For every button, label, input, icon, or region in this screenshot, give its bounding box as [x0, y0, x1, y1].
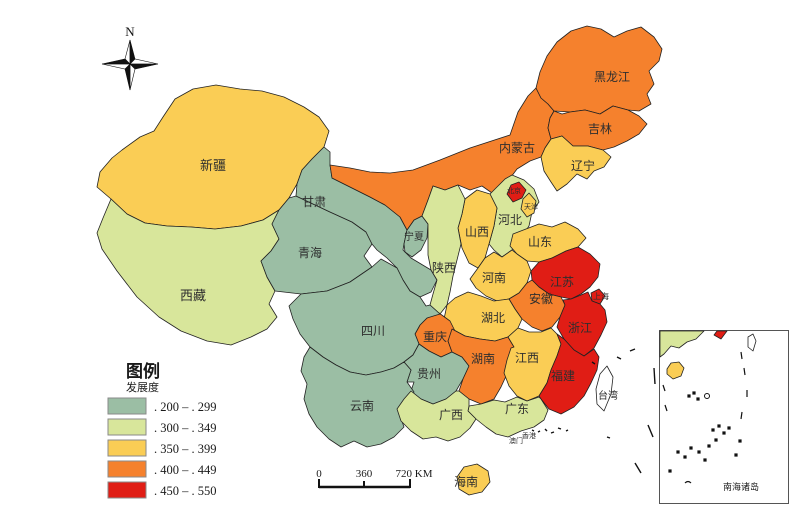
province-liaoning	[540, 135, 612, 192]
province-label-heilongjiang: 黑龙江	[594, 70, 630, 84]
province-shaanxi	[421, 184, 466, 315]
province-label-yunnan: 云南	[350, 398, 374, 413]
inset-fujian-tip	[713, 330, 728, 340]
inset-south-china-sea: 南海诸岛	[659, 330, 789, 504]
province-label-xinjiang: 新疆	[200, 158, 226, 173]
scale-label-720: 720 KM	[396, 468, 433, 480]
compass-arm-w-bottom	[101, 63, 131, 70]
province-label-taiwan: 台湾	[598, 389, 618, 402]
inset-label: 南海诸岛	[723, 481, 759, 492]
province-neimenggu	[329, 87, 555, 231]
province-label-shandong: 山东	[528, 235, 552, 249]
province-label-hongkong: 香港	[522, 431, 536, 440]
province-guangdong	[467, 396, 549, 438]
inset-island-dots	[662, 351, 748, 484]
province-label-guangxi: 广西	[439, 408, 463, 422]
province-label-liaoning: 辽宁	[571, 158, 595, 173]
inset-border	[659, 330, 789, 504]
province-label-hebei: 河北	[498, 213, 522, 227]
province-henan	[469, 249, 532, 302]
inset-coast-guangdong-guangxi	[659, 330, 705, 358]
province-label-sichuan: 四川	[361, 324, 385, 338]
compass-arm-s-right	[129, 63, 136, 91]
compass-rose: N	[101, 24, 159, 91]
province-label-qinghai: 青海	[298, 245, 322, 260]
legend-range-1: . 200 – . 299	[154, 400, 217, 414]
province-label-fujian: 福建	[551, 368, 575, 383]
province-label-jiangsu: 江苏	[550, 275, 574, 289]
island-marks	[531, 348, 656, 474]
province-label-shanghai: 上海	[593, 291, 609, 301]
province-beijing	[506, 181, 527, 203]
legend-range-3: . 350 – . 399	[154, 442, 217, 456]
province-label-hubei: 湖北	[481, 310, 505, 325]
province-label-gansu: 甘肃	[302, 195, 326, 209]
province-label-henan: 河南	[482, 270, 506, 285]
legend-subtitle: 发展度	[126, 380, 159, 394]
province-yunnan	[300, 346, 415, 448]
legend-swatch-5	[107, 481, 147, 499]
province-labels: 新疆 西藏 青海 甘肃 宁夏 内蒙古 黑龙江 吉林 辽宁 河北 北京 天津 山西…	[180, 70, 630, 489]
legend-range-2: . 300 – . 349	[154, 421, 217, 435]
province-label-hunan: 湖南	[471, 351, 495, 366]
province-label-xizang: 西藏	[180, 288, 206, 303]
legend-swatch-2	[107, 418, 147, 436]
legend-range-4: . 400 – . 449	[154, 463, 217, 477]
province-label-jiangxi: 江西	[515, 351, 539, 365]
province-label-tianjin: 天津	[524, 203, 538, 211]
province-label-jilin: 吉林	[588, 122, 612, 136]
province-label-neimenggu: 内蒙古	[499, 140, 535, 155]
province-label-shanxi: 山西	[465, 225, 489, 239]
province-hainan	[456, 463, 491, 496]
legend-range-5: . 450 – . 550	[154, 484, 217, 498]
province-label-macau: 澳门	[509, 436, 523, 445]
province-label-guangdong: 广东	[505, 402, 529, 416]
inset-taiwan	[747, 333, 757, 352]
legend-swatch-4	[107, 460, 147, 478]
legend-title: 图例	[126, 361, 160, 381]
map-legend: 图例 发展度 . 200 – . 299 . 300 – . 349 . 350…	[107, 361, 217, 499]
province-zhejiang	[556, 291, 608, 357]
compass-arm-e-top	[129, 58, 159, 65]
province-label-zhejiang: 浙江	[568, 321, 592, 335]
province-label-guizhou: 贵州	[417, 367, 441, 381]
province-guangxi	[396, 390, 477, 442]
province-fujian	[538, 333, 600, 415]
compass-arm-w-top	[101, 58, 131, 65]
province-label-shaanxi: 陕西	[432, 260, 456, 275]
legend-swatch-1	[107, 397, 147, 415]
province-label-beijing: 北京	[507, 186, 521, 195]
scale-label-0: 0	[316, 468, 322, 480]
province-taiwan	[595, 365, 614, 412]
province-label-chongqing: 重庆	[423, 330, 447, 344]
inset-hainan	[666, 361, 685, 380]
province-tianjin	[520, 192, 537, 218]
scale-bar: 0 360 720 KM	[316, 468, 433, 489]
province-label-ningxia: 宁夏	[404, 230, 424, 243]
compass-north-label: N	[125, 24, 135, 39]
province-label-hainan: 海南	[454, 474, 478, 489]
province-label-anhui: 安徽	[529, 291, 553, 306]
scale-label-360: 360	[356, 468, 373, 480]
province-guizhou	[403, 343, 470, 405]
province-shapes	[96, 25, 663, 496]
legend-swatch-3	[107, 439, 147, 457]
